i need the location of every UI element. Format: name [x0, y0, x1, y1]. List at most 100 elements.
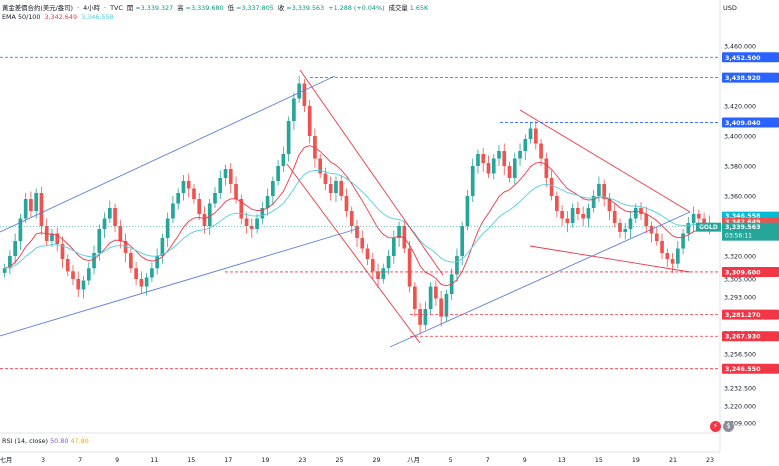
rsi-legend[interactable]: RSI (14, close) 50.80 47.80: [2, 437, 89, 445]
price-level-label: 3,438.920: [725, 75, 761, 82]
candle-body: [565, 218, 570, 223]
candle-body: [533, 128, 538, 144]
x-tick-label: 23: [706, 457, 714, 464]
candle-body: [271, 181, 275, 196]
y-tick-label: 3,320.000: [724, 254, 756, 261]
price-level-badge: [722, 72, 779, 83]
candle-body: [23, 199, 28, 219]
candle-body: [165, 218, 170, 238]
price-badge-label: 3,346.558: [725, 213, 760, 220]
x-tick-label: 19: [261, 457, 269, 464]
channel-upper-line: [0, 75, 336, 233]
candle-body: [544, 158, 549, 178]
downtrend-lower-line: [286, 163, 421, 344]
low-label: 低: [227, 4, 234, 12]
candle-body: [555, 196, 559, 211]
flash-icon[interactable]: ⚡: [710, 421, 721, 432]
candle-body: [286, 121, 291, 154]
candle-body: [129, 253, 133, 269]
symbol-name[interactable]: 黃金差價合約(美元/盎司): [2, 4, 74, 12]
candle-body: [244, 218, 249, 226]
price-badge-label: 3,342.649: [725, 219, 760, 226]
candle-body: [470, 166, 475, 196]
symbol-tag-label: GOLD: [699, 224, 718, 231]
y-tick-label: 3,305.000: [724, 277, 756, 284]
candle-body: [486, 163, 491, 174]
x-tick-label: 9: [523, 457, 527, 464]
candle-body: [518, 151, 522, 159]
y-tick-label: 3,232.500: [724, 386, 756, 393]
candle-body: [413, 286, 417, 309]
candle-body: [307, 106, 312, 136]
candle-body: [186, 181, 191, 189]
candle-body: [497, 151, 501, 159]
candle-body: [576, 208, 580, 214]
candle-body: [434, 286, 438, 299]
x-tick-label: 15: [595, 457, 603, 464]
y-tick-label: 3,256.500: [724, 352, 756, 359]
candle-body: [276, 166, 280, 181]
candle-body: [44, 226, 49, 241]
low-value: =3,337.805: [235, 4, 274, 12]
candle-body: [428, 286, 433, 309]
candle-body: [213, 193, 217, 204]
candle-body: [355, 226, 359, 238]
close-label: 收: [277, 4, 285, 12]
ema-legend[interactable]: EMA 50/100 3,342.649 3,346.558: [2, 13, 116, 21]
x-tick-label: 7: [486, 457, 490, 464]
x-tick-label: 23: [298, 457, 306, 464]
price-badge-label: 3,339.563: [725, 224, 760, 231]
candle-body: [81, 280, 86, 290]
candle-body: [113, 208, 117, 226]
ema50-line: [4, 145, 710, 287]
price-level-badge: [722, 309, 779, 320]
candle-body: [118, 226, 123, 241]
open-value: =3,339.327: [135, 4, 174, 12]
price-level-label: 3,281.270: [725, 312, 761, 319]
candle-body: [597, 184, 601, 196]
candle-body: [607, 199, 612, 211]
candle-body: [675, 248, 680, 264]
candle-body: [481, 154, 486, 163]
y-tick-label: 3,400.000: [724, 134, 756, 141]
candle-body: [644, 214, 649, 226]
candle-body: [160, 238, 165, 256]
candle-body: [628, 218, 633, 229]
candle-body: [423, 309, 428, 325]
candle-body: [381, 268, 386, 279]
candle-body: [391, 238, 396, 256]
candle-body: [439, 298, 443, 317]
candle-body: [292, 98, 296, 121]
candle-body: [107, 208, 112, 219]
symbol-tag: [696, 222, 721, 232]
candle-body: [507, 166, 512, 178]
candle-body: [560, 211, 564, 219]
x-tick-label: 13: [558, 457, 566, 464]
candle-body: [686, 223, 691, 234]
candle-body: [102, 218, 107, 229]
candle-body: [92, 253, 96, 269]
dollar-icon[interactable]: $: [723, 421, 734, 432]
candle-body: [586, 208, 591, 219]
candle-body: [476, 154, 480, 166]
candle-body: [13, 241, 17, 256]
timeframe[interactable]: 4小時: [83, 4, 101, 12]
candle-body: [402, 226, 407, 249]
candle-body: [202, 214, 207, 226]
candle-body: [323, 173, 328, 184]
price-level-badge: [722, 266, 779, 277]
candle-body: [512, 158, 517, 178]
open-label: 開: [126, 4, 134, 12]
candle-body: [460, 226, 465, 256]
candle-body: [134, 268, 138, 279]
candle-body: [376, 271, 380, 279]
change-value: +1.288 (+0.04%): [328, 4, 385, 12]
candle-body: [444, 294, 449, 317]
y-tick-label: 3,209.000: [724, 421, 756, 428]
x-tick-label: 5: [449, 457, 453, 464]
candle-body: [29, 199, 33, 211]
currency-label: USD: [723, 4, 737, 12]
symbol-header: 黃金差價合約(美元/盎司) · 4小時 · TVC 開 =3,339.327 高 =…: [2, 4, 429, 12]
y-tick-label: 3,420.000: [724, 104, 756, 111]
